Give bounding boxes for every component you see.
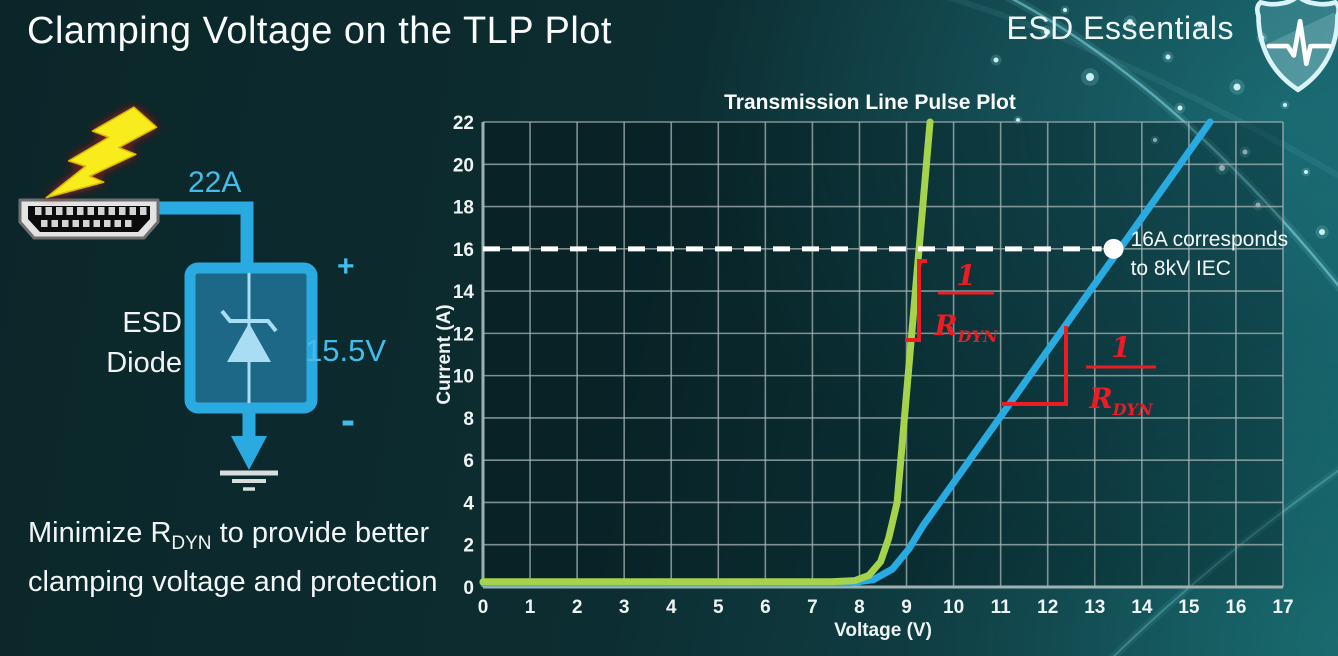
device-label: ESD Diode [92, 303, 182, 383]
page-title: Clamping Voltage on the TLP Plot [27, 10, 612, 52]
device-label-line2: Diode [106, 347, 182, 379]
tlp-chart: Transmission Line Pulse Plot Voltage (V) C… [434, 91, 1294, 641]
svg-text:15: 15 [1178, 597, 1200, 618]
clamp-voltage-label: 15.5V [305, 333, 387, 368]
svg-text:RDYN: RDYN [1088, 382, 1154, 419]
svg-text:8: 8 [463, 409, 474, 430]
esd-diode-box [184, 262, 318, 414]
svg-text:3: 3 [619, 597, 630, 618]
svg-text:12: 12 [1037, 597, 1058, 618]
svg-text:17: 17 [1272, 597, 1293, 618]
rdyn-fraction-green: 1 RDYN [933, 259, 999, 346]
svg-text:2: 2 [463, 536, 474, 557]
svg-text:16A corresponds: 16A corresponds [1131, 228, 1289, 251]
svg-text:1: 1 [525, 597, 536, 618]
surge-wire [152, 201, 254, 272]
svg-text:1: 1 [1111, 331, 1130, 364]
brand-text: ESD Essentials [1006, 10, 1234, 46]
lightning-bolt-icon [45, 106, 158, 199]
x-tick-labels: 0 1 2 3 4 5 6 7 8 9 10 11 12 13 14 15 16 17 [478, 597, 1294, 618]
chart-title: Transmission Line Pulse Plot [724, 91, 1016, 114]
note-prefix: Minimize R [28, 517, 172, 549]
y-tick-labels: 0 2 4 6 8 10 12 14 16 18 20 22 [453, 113, 475, 599]
svg-text:0: 0 [463, 578, 474, 599]
svg-text:20: 20 [453, 155, 474, 176]
polarity-plus-label: + [337, 250, 355, 283]
note-suffix: to provide better clamping voltage and p… [28, 517, 438, 598]
svg-text:RDYN: RDYN [933, 309, 999, 346]
svg-text:11: 11 [991, 597, 1012, 618]
note-text: Minimize RDYN to provide better clamping… [28, 514, 458, 601]
note-subscript: DYN [171, 532, 212, 554]
svg-text:10: 10 [453, 367, 474, 388]
hdmi-connector-icon [18, 198, 160, 240]
surge-current-label: 22A [188, 166, 242, 199]
green-tlp-curve [479, 118, 934, 586]
svg-text:4: 4 [666, 597, 677, 618]
svg-text:8: 8 [854, 597, 865, 618]
marker-dot [1103, 238, 1124, 259]
svg-text:2: 2 [572, 597, 583, 618]
esd-shield-icon [1254, 0, 1338, 93]
polarity-minus-label: - [341, 396, 355, 443]
svg-text:7: 7 [807, 597, 818, 618]
svg-text:14: 14 [453, 282, 475, 303]
svg-text:10: 10 [943, 597, 964, 618]
svg-text:14: 14 [1131, 597, 1153, 618]
slope-bracket-blue [1002, 326, 1068, 406]
x-axis-label: Voltage (V) [834, 620, 932, 641]
zener-diode-icon [220, 273, 278, 403]
slope-bracket-green [905, 259, 927, 342]
svg-text:16: 16 [1225, 597, 1246, 618]
svg-text:6: 6 [463, 451, 474, 472]
svg-text:13: 13 [1084, 597, 1105, 618]
svg-text:0: 0 [478, 597, 489, 618]
svg-text:5: 5 [713, 597, 724, 618]
ground-icon [220, 408, 278, 491]
svg-text:6: 6 [760, 597, 771, 618]
esd-circuit-diagram [18, 106, 318, 491]
svg-text:to 8kV IEC: to 8kV IEC [1131, 257, 1231, 280]
svg-text:12: 12 [453, 324, 474, 345]
svg-text:22: 22 [453, 113, 474, 134]
svg-text:9: 9 [901, 597, 912, 618]
svg-text:4: 4 [463, 493, 474, 514]
rdyn-fraction-blue: 1 RDYN [1086, 331, 1156, 419]
svg-text:16: 16 [453, 240, 474, 261]
svg-text:1: 1 [956, 259, 975, 292]
device-label-line1: ESD [122, 307, 182, 339]
y-axis-label: Current (A) [434, 304, 455, 404]
svg-text:18: 18 [453, 198, 474, 219]
